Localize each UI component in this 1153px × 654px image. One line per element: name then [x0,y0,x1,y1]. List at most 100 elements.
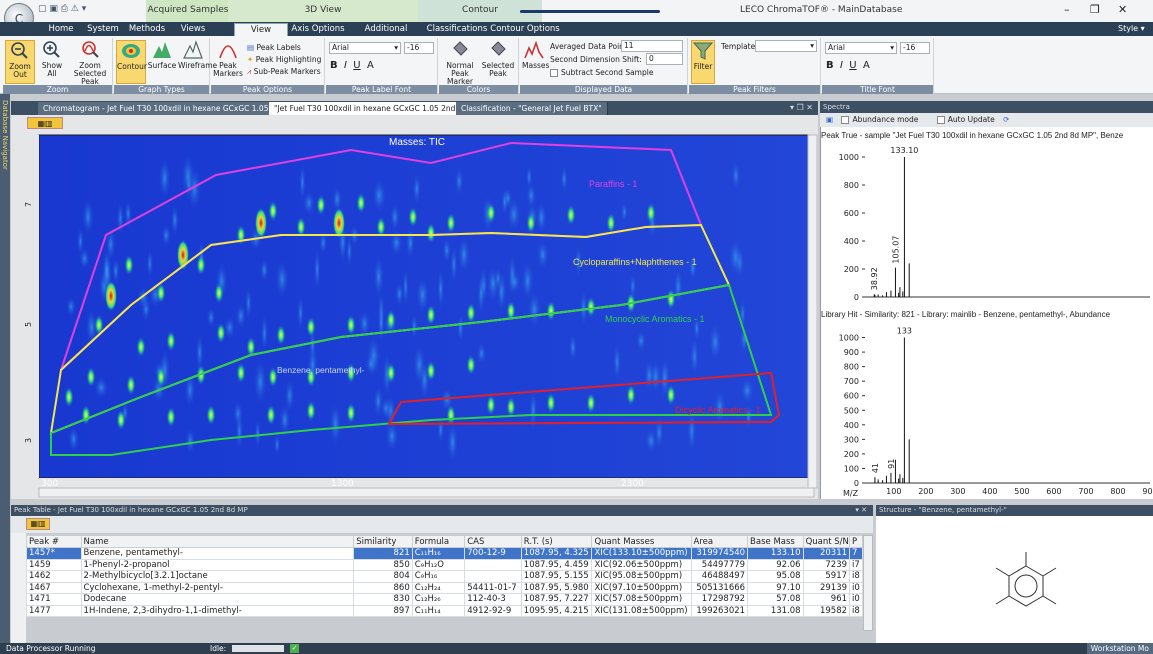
templates-select[interactable]: ▾ [755,40,817,52]
tab-home[interactable]: Home [40,23,82,36]
minimize-button[interactable]: – [1064,3,1070,16]
context-tab-acquired-samples[interactable]: Acquired Samples [146,0,230,22]
peak-blob[interactable] [267,405,276,425]
peak-blob[interactable] [277,325,286,345]
tab-contour-options[interactable]: Contour Options [490,23,560,36]
table-row[interactable]: 1462 2-Methylbicyclo[3.2.1]octane 804 C₉H₁₆… [27,571,863,583]
contour-button[interactable]: Contour [116,40,146,84]
peak-label-benzene[interactable]: Benzene, pentamethyl- [277,365,365,375]
peak-blob[interactable] [157,367,166,387]
maximize-button[interactable]: ❐ [1090,3,1100,16]
style-menu[interactable]: Style ▾ [1118,24,1145,33]
averaged-points-select[interactable]: 11 [621,40,683,52]
bold-button[interactable]: B [330,60,338,71]
peak-blob[interactable] [307,401,316,421]
peak-blob[interactable] [647,203,656,223]
database-navigator-strip[interactable]: Database Navigator [0,94,10,643]
table-row[interactable]: 1467 Cyclohexane, 1-methyl-2-pentyl- 860 C₁… [27,582,863,594]
peak-blob[interactable] [307,317,316,337]
table-row[interactable]: 1477 1H-Indene, 2,3-dihydro-1,1-dimethyl-… [27,605,863,617]
peak-blob[interactable] [667,385,676,405]
table-row[interactable]: 1471 Dodecane 830 C₁₂H₂₆ 112-40-3 1087.95, 7.… [27,594,863,606]
surface-button[interactable]: Surface [147,40,177,84]
peak-blob[interactable] [215,283,224,303]
peak-blob[interactable] [347,403,356,423]
title-bold-button[interactable]: B [826,60,834,71]
peak-blob[interactable] [409,207,418,227]
auto-update-checkbox[interactable] [937,116,945,124]
masses-button[interactable]: Masses [522,40,546,84]
normal-peak-marker-button[interactable]: Normal Peak Marker [441,40,479,84]
sub-peak-markers-button[interactable]: ⩘ Sub-Peak Markers [247,66,321,77]
abundance-mode-checkbox[interactable] [841,116,849,124]
peak-blob[interactable] [317,195,326,215]
peak-blob[interactable] [207,405,216,425]
zoom-out-button[interactable]: Zoom Out [5,40,35,84]
horizontal-scrollbar[interactable] [39,488,814,497]
column-header[interactable]: R.T. (s) [521,536,592,548]
zoom-selected-peak-button[interactable]: Zoom Selected Peak [69,40,111,84]
title-font-color-button[interactable]: A [863,60,870,71]
peak-blob[interactable] [217,323,226,343]
peak-label-font-select[interactable]: Arial ▾ [329,42,401,54]
peak-blob[interactable] [427,305,436,325]
peak-highlighting-button[interactable]: ✦ Peak Highlighting [247,54,321,65]
peak-blob[interactable] [547,301,556,321]
peak-blob[interactable] [507,397,516,417]
tab-classifications[interactable]: Classifications [426,23,488,36]
column-header[interactable]: Area [691,536,748,548]
column-header[interactable]: Similarity [354,536,413,548]
peak-blob[interactable] [527,213,536,233]
wireframe-button[interactable]: Wireframe [178,40,208,84]
tab-methods[interactable]: Methods [124,23,170,36]
peak-blob[interactable] [125,255,134,275]
column-header[interactable]: Name [81,536,354,548]
context-tab-3d-view[interactable]: 3D View [228,0,418,22]
peak-blob[interactable] [447,405,456,425]
table-view-icon[interactable]: ▦▥ [26,518,50,530]
selected-peak-color-button[interactable]: Selected Peak [479,40,517,84]
second-dimension-shift-input[interactable]: 0 [646,53,683,65]
column-header[interactable]: Base Mass [748,536,804,548]
title-font-select[interactable]: Arial ▾ [825,42,897,54]
font-color-button[interactable]: A [367,60,374,71]
peak-blob[interactable] [269,201,278,221]
peak-blob[interactable] [547,393,556,413]
peak-blob[interactable] [105,281,117,311]
show-all-button[interactable]: Show All [37,40,67,84]
italic-button[interactable]: I [344,60,347,71]
peak-blob[interactable] [167,331,176,351]
peak-blob[interactable] [487,203,496,223]
table-row[interactable]: 1457* Benzene, pentamethyl- 821 C₁₁H₁₆ 700-1… [27,548,863,560]
peak-blob[interactable] [137,337,146,357]
peak-blob[interactable] [427,361,436,381]
close-button[interactable]: ✕ [1118,3,1127,16]
peak-blob[interactable] [667,289,676,309]
underline-button[interactable]: U [353,60,360,71]
peak-blob[interactable] [607,213,616,233]
peak-blob[interactable] [237,363,246,383]
table-row[interactable]: 1459 1-Phenyl-2-propanol 850 C₉H₁₂O 1087.95,… [27,559,863,571]
refresh-icon[interactable]: ⟳ [1003,115,1009,124]
peak-markers-button[interactable]: Peak Markers [213,40,243,84]
subtract-second-sample-checkbox[interactable]: Subtract Second Sample [550,67,653,78]
tab-system[interactable]: System [82,23,124,36]
peak-blob[interactable] [65,387,74,407]
panel-close-icon[interactable]: ▾ ✕ [855,505,867,516]
doc-tab-classification[interactable]: Classification - "General Jet Fuel BTX" [456,102,608,115]
tab-view-options[interactable]: View Options [234,23,288,36]
column-header[interactable]: Quant Masses [592,536,691,548]
spectra-view-icon[interactable]: ▣ [826,115,833,124]
tab-axis-options[interactable]: Axis Options [290,23,346,36]
peak-table-scrollbar[interactable] [863,535,873,631]
peak-blob[interactable] [587,393,596,413]
peak-blob[interactable] [387,363,396,383]
peak-blob[interactable] [387,310,396,330]
peak-blob[interactable] [487,395,496,415]
peak-blob[interactable] [357,193,366,213]
vertical-scrollbar[interactable] [808,135,817,488]
peak-blob[interactable] [127,375,136,395]
quick-access-toolbar[interactable]: ▢ ▣ ⎙ ⚠ ▾ [38,4,118,16]
peak-blob[interactable] [87,367,96,387]
peak-blob[interactable] [447,213,456,233]
